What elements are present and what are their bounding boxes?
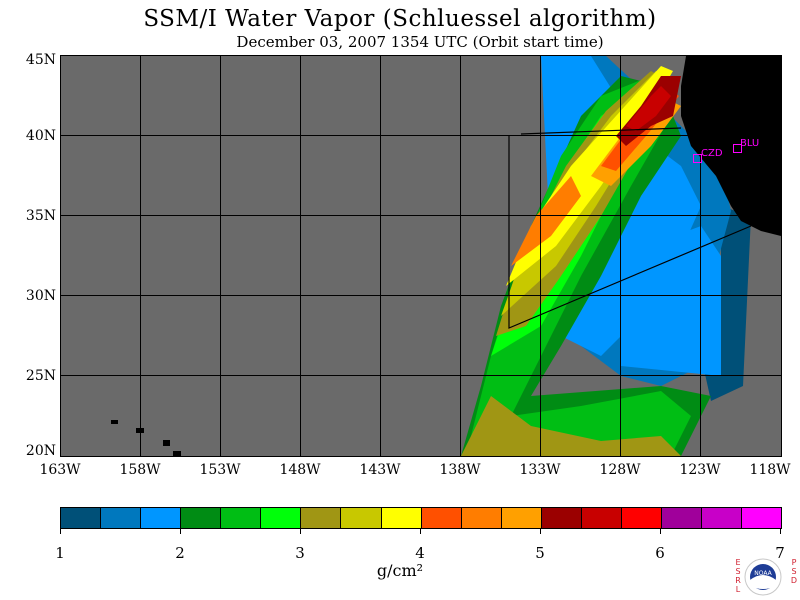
swath-band-blue-south [621,226,721,376]
swath-band-olive-south [461,396,681,456]
graticule [61,56,781,456]
lon-label-163w: 163W [39,462,81,478]
lat-label-20n: 20N [25,443,56,459]
colorbar-segment [421,508,462,528]
lon-label-143w: 143W [359,462,401,478]
colorbar-label-7: 7 [775,544,785,562]
colorbar-tick [540,528,541,534]
station-marker-czd[interactable] [693,154,702,163]
swath-band-green-2 [466,76,691,456]
station-marker-blu[interactable] [733,144,742,153]
hawaiian-islands [111,420,181,456]
study-domain-outline [508,135,752,329]
colorbar-segment [261,508,302,528]
colorbar-segment [581,508,622,528]
lat-label-35n: 35N [25,208,56,224]
colorbar-segment [461,508,502,528]
station-label-blu: BLU [740,138,760,149]
lat-label-40n: 40N [25,128,56,144]
colorbar-segment [381,508,422,528]
colorbar-segment [501,508,542,528]
colorbar-segment [301,508,342,528]
land-mask-north-america [681,56,781,236]
colorbar-label-4: 4 [415,544,425,562]
colorbar-label-2: 2 [175,544,185,562]
lon-label-133w: 133W [519,462,561,478]
swath-band-orange [511,176,581,266]
colorbar-segment [181,508,222,528]
study-domain-top [520,127,682,135]
colorbar-segment [61,508,102,528]
colorbar-segment [101,508,142,528]
lon-label-118w: 118W [749,462,791,478]
colorbar-segment [141,508,182,528]
colorbar-label-3: 3 [295,544,305,562]
colorbar-label-1: 1 [55,544,65,562]
colorbar-tick [420,528,421,534]
colorbar-tick [300,528,301,534]
colorbar-segment [621,508,662,528]
colorbar-segment [541,508,582,528]
colorbar-segment [742,508,782,528]
swath-band-red [626,86,671,131]
lat-label-30n: 30N [25,288,56,304]
lon-label-123w: 123W [679,462,721,478]
colorbar-tick [60,528,61,534]
station-label-czd: CZD [701,148,723,159]
map-title: SSM/I Water Vapor (Schluessel algorithm) [143,6,657,32]
water-vapor-map[interactable] [61,56,781,456]
lon-label-158w: 158W [119,462,161,478]
lat-label-45n: 45N [25,52,56,68]
lat-label-25n: 25N [25,368,56,384]
map-canvas [61,56,781,456]
lon-label-153w: 153W [199,462,241,478]
colorbar-segment [221,508,262,528]
lon-label-128w: 128W [599,462,641,478]
colorbar-tick [780,528,781,534]
colorbar-segment [661,508,702,528]
colorbar-label-6: 6 [655,544,665,562]
colorbar [60,507,782,529]
lon-label-138w: 138W [439,462,481,478]
colorbar-units: g/cm² [376,561,424,580]
colorbar-segment [702,508,743,528]
noaa-logo: NOAA [744,558,782,596]
colorbar-tick [180,528,181,534]
svg-text:NOAA: NOAA [754,570,772,577]
map-subtitle: December 03, 2007 1354 UTC (Orbit start … [236,33,604,51]
lon-label-148w: 148W [279,462,321,478]
colorbar-tick [660,528,661,534]
colorbar-segment [341,508,382,528]
colorbar-label-5: 5 [535,544,545,562]
